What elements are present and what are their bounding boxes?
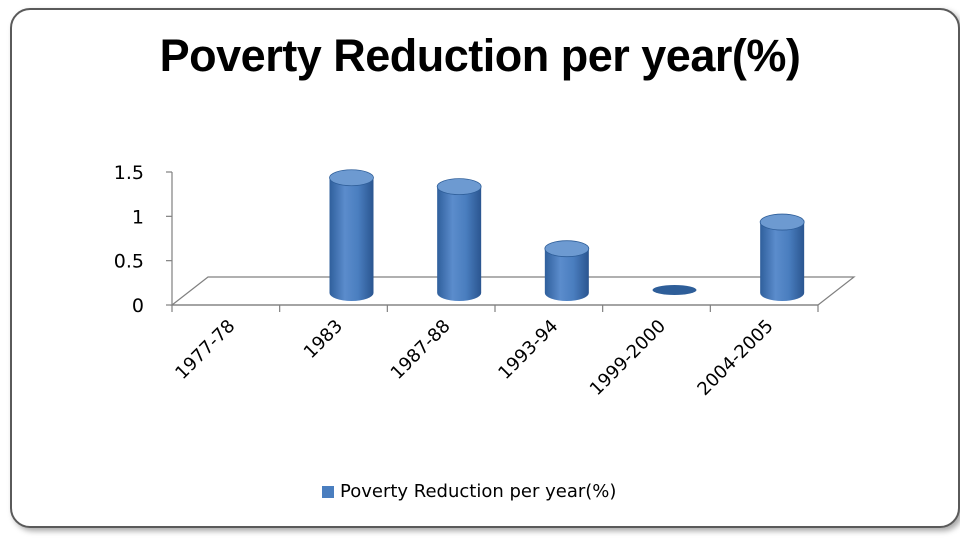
- bar-body: [760, 222, 805, 301]
- y-axis: 0 0.5 1 1.5: [114, 162, 173, 317]
- bar-body: [437, 186, 482, 301]
- y-tick-label: 1.5: [114, 162, 144, 184]
- x-tick-label: 1993-94: [494, 316, 562, 384]
- y-tick-label: 0: [132, 295, 144, 317]
- x-tick-label: 1987-88: [387, 316, 455, 384]
- bar: [329, 169, 374, 301]
- x-tick-label: 2004-2005: [693, 316, 777, 400]
- y-tick-label: 1: [132, 206, 144, 228]
- x-tick-label: 1999-2000: [586, 316, 670, 400]
- bar: [652, 285, 697, 295]
- bar-body: [329, 177, 374, 301]
- chart-floor: [170, 276, 856, 306]
- bar: [436, 178, 482, 301]
- bar-top: [329, 169, 374, 187]
- legend-label: Poverty Reduction per year(%): [340, 481, 617, 502]
- bar-top: [759, 213, 805, 231]
- bar-top: [436, 178, 482, 196]
- chart-title: Poverty Reduction per year(%): [159, 30, 801, 81]
- bar-flat: [652, 285, 697, 295]
- y-tick-label: 0.5: [114, 251, 144, 273]
- floor-plane: [170, 276, 856, 306]
- x-tick-label: 1977-78: [171, 316, 239, 384]
- bar: [759, 213, 805, 301]
- bars-group: [329, 169, 805, 301]
- bar: [544, 240, 590, 301]
- bar-body: [544, 248, 589, 301]
- x-axis: 1977-78 1983 1987-88 1993-94 1999-2000 2004-2…: [171, 304, 819, 400]
- legend: Poverty Reduction per year(%): [322, 481, 616, 502]
- legend-swatch: [322, 485, 334, 498]
- bar-top: [544, 240, 590, 258]
- x-tick-label: 1983: [300, 316, 347, 363]
